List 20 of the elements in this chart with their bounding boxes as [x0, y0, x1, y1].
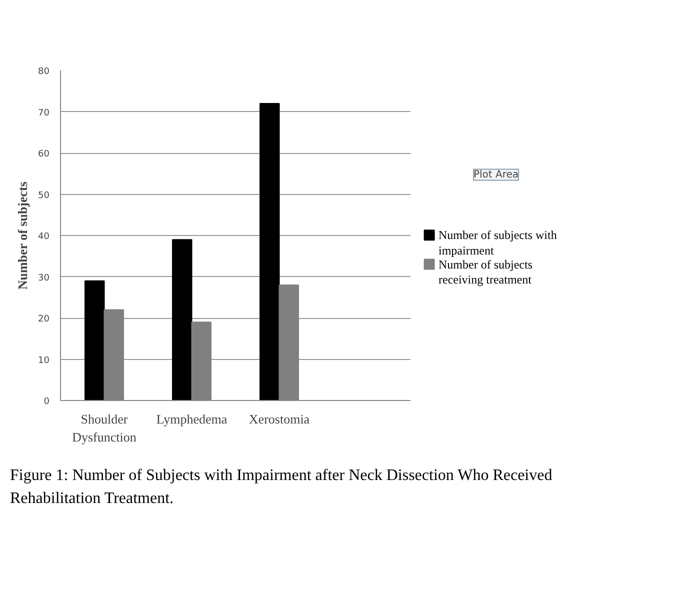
caption: Figure 1: Number of Subjects with Impairment after Neck Dissection Who Received Rehabilitation Treatment.: [10, 466, 554, 509]
y-tick-label: 70: [38, 108, 50, 118]
y-tick-label: 50: [38, 190, 50, 201]
legend-label: Number of subjects with impairment: [438, 228, 557, 258]
y-tick-label: 20: [38, 314, 50, 324]
bar: [172, 239, 192, 400]
x-tick-label: Xerostomia: [248, 412, 310, 426]
y-tick-label: 60: [38, 150, 50, 160]
legend-label: Number of subjects receiving treatment: [438, 257, 533, 287]
y-axis-title: Number of subjects: [15, 182, 30, 290]
x-tick-label: Shoulder Dysfunction: [72, 412, 137, 444]
y-tick-label: 80: [38, 67, 50, 77]
y-tick-label: 30: [38, 273, 50, 284]
x-tick-label: Lymphedema: [156, 412, 228, 426]
y-tick-label: 40: [38, 232, 50, 242]
text: Plot Area: [473, 169, 519, 180]
bar: [84, 280, 105, 400]
y-tick-label: 10: [38, 356, 50, 366]
y-tick-label: 0: [44, 397, 50, 407]
bar: [260, 103, 280, 400]
